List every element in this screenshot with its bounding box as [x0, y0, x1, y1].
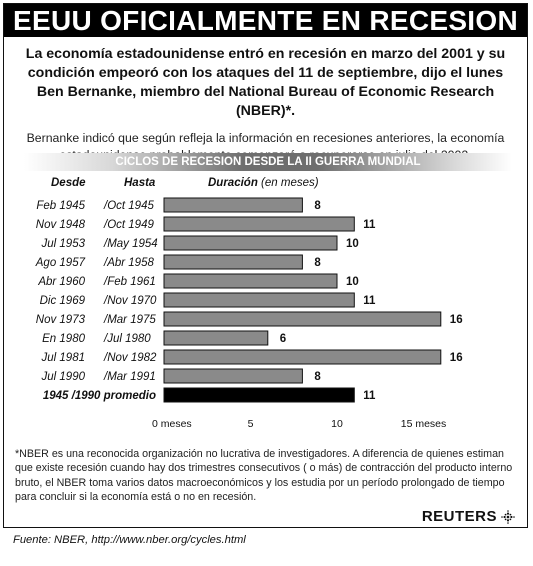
- desde-label: Nov 1973: [36, 314, 86, 326]
- hasta-label: /Mar 1991: [103, 371, 156, 383]
- value-label: 16: [450, 352, 463, 364]
- value-label: 10: [346, 238, 359, 250]
- average-label: 1945 /1990 promedio: [43, 390, 156, 402]
- value-label: 16: [450, 314, 463, 326]
- value-label: 8: [314, 371, 321, 383]
- desde-label: Ago 1957: [35, 257, 86, 269]
- lead-paragraph: La economía estadounidense entró en rece…: [25, 46, 506, 119]
- x-tick-label: 15 meses: [401, 418, 447, 430]
- desde-label: Jul 1953: [41, 238, 86, 250]
- hasta-label: /Jul 1980: [103, 333, 151, 345]
- infographic-frame: EEUU OFICIALMENTE EN RECESION La economí…: [3, 3, 528, 528]
- value-label: 8: [314, 200, 321, 212]
- value-label: 10: [346, 276, 359, 288]
- footnote: *NBER es una reconocida organización no …: [15, 448, 513, 503]
- desde-label: Nov 1948: [36, 219, 86, 231]
- x-tick-label: 0 meses: [152, 418, 192, 430]
- hasta-label: /Nov 1982: [103, 352, 157, 364]
- hasta-label: /Mar 1975: [103, 314, 156, 326]
- average-value-label: 11: [363, 390, 376, 402]
- bar: [163, 197, 303, 213]
- x-tick-label: 5: [248, 418, 254, 430]
- column-header-duracion-label: Duración: [208, 177, 258, 189]
- bar: [163, 349, 442, 365]
- value-label: 11: [363, 295, 376, 307]
- value-label: 8: [314, 257, 321, 269]
- hasta-label: /Abr 1958: [103, 257, 154, 269]
- source-credit: Fuente: NBER, http://www.nber.org/cycles…: [13, 534, 246, 546]
- desde-label: Jul 1981: [41, 352, 85, 364]
- column-header-desde: Desde: [51, 177, 86, 189]
- column-header-duracion-unit: (en meses): [261, 177, 319, 189]
- reuters-wordmark: REUTERS: [421, 508, 497, 525]
- hasta-label: /May 1954: [103, 238, 158, 250]
- hasta-label: /Oct 1945: [103, 200, 154, 212]
- bar: [163, 254, 303, 270]
- recession-bar-chart: Feb 1945/Oct 1945 8 Nov 1948/Oct 1949 11 Jul…: [35, 197, 463, 430]
- headline: EEUU OFICIALMENTE EN RECESION: [4, 4, 527, 37]
- hasta-label: /Feb 1961: [103, 276, 156, 288]
- bar: [163, 216, 355, 232]
- bar: [163, 368, 303, 384]
- bar: [163, 330, 269, 346]
- chart-title: CICLOS DE RECESION DESDE LA II GUERRA MU…: [24, 153, 512, 171]
- bar: [163, 292, 355, 308]
- value-label: 11: [363, 219, 376, 231]
- value-label: 6: [280, 333, 286, 345]
- bar: [163, 273, 338, 289]
- reuters-dot-logo-icon: [501, 509, 515, 524]
- bar: [163, 311, 442, 327]
- desde-label: En 1980: [42, 333, 85, 345]
- hasta-label: /Nov 1970: [103, 295, 157, 307]
- desde-label: Abr 1960: [37, 276, 85, 288]
- column-header-hasta: Hasta: [124, 177, 156, 189]
- desde-label: Feb 1945: [36, 200, 85, 212]
- bar: [163, 235, 338, 251]
- average-bar: [163, 387, 355, 403]
- hasta-label: /Oct 1949: [103, 219, 154, 231]
- column-header-duracion: Duración (en meses): [208, 177, 319, 189]
- reuters-brand: REUTERS: [422, 508, 515, 525]
- desde-label: Dic 1969: [40, 295, 86, 307]
- desde-label: Jul 1990: [41, 371, 86, 383]
- x-tick-label: 10: [331, 418, 343, 430]
